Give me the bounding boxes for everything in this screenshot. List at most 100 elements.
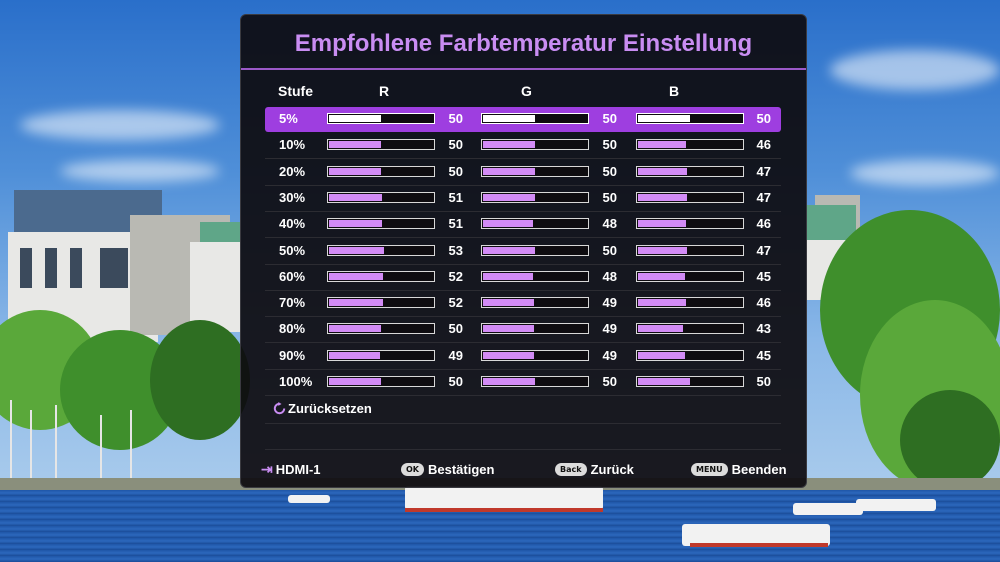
small-boat [288, 495, 330, 503]
b-gain-slider[interactable] [636, 218, 744, 230]
level-label: 40% [279, 216, 306, 232]
b-gain-slider[interactable] [636, 323, 744, 335]
level-row[interactable]: 70% 52 49 46 [265, 291, 781, 318]
level-row[interactable]: 20% 50 50 47 [265, 160, 781, 186]
b-gain-slider[interactable] [636, 244, 744, 256]
r-gain-slider[interactable] [327, 323, 435, 335]
back-key-icon: Back [555, 462, 587, 476]
back-hint[interactable]: Back Zurück [555, 458, 634, 480]
ok-label: Bestätigen [428, 461, 495, 477]
g-gain-value: 50 [602, 374, 617, 389]
g-gain-value: 50 [602, 163, 617, 179]
g-gain-fill [483, 299, 534, 307]
ferry-hull [405, 508, 603, 512]
r-gain-slider[interactable] [327, 191, 435, 203]
r-gain-slider[interactable] [327, 165, 435, 177]
reset-button[interactable]: Zurücksetzen [273, 401, 372, 416]
level-row[interactable]: 30% 51 50 47 [265, 186, 781, 212]
divider [265, 423, 781, 424]
g-gain-slider[interactable] [481, 349, 589, 361]
menu-key-icon: MENU [691, 462, 728, 476]
g-gain-slider[interactable] [481, 191, 589, 203]
b-gain-slider[interactable] [636, 270, 744, 282]
window [45, 248, 57, 288]
b-gain-value: 50 [756, 374, 771, 389]
level-label: 5% [279, 111, 298, 126]
g-gain-slider[interactable] [481, 218, 589, 230]
r-gain-fill [329, 272, 383, 280]
title-divider [241, 68, 806, 70]
b-gain-value: 47 [756, 189, 771, 205]
g-gain-slider[interactable] [481, 297, 589, 309]
level-row[interactable]: 90% 49 49 45 [265, 344, 781, 370]
r-gain-slider[interactable] [327, 270, 435, 282]
tree [150, 320, 250, 440]
g-gain-slider[interactable] [481, 113, 589, 124]
b-gain-fill [638, 299, 686, 307]
b-gain-value: 47 [756, 242, 771, 258]
g-gain-fill [483, 378, 535, 385]
level-row[interactable]: 10% 50 50 46 [265, 133, 781, 160]
b-gain-fill [638, 141, 686, 149]
pedal-boat [793, 503, 863, 515]
r-gain-slider[interactable] [327, 297, 435, 309]
b-gain-slider[interactable] [636, 297, 744, 309]
r-gain-slider[interactable] [327, 349, 435, 361]
b-gain-value: 43 [756, 321, 771, 337]
g-gain-fill [483, 167, 535, 175]
r-gain-value: 53 [448, 242, 463, 258]
menu-title: Empfohlene Farbtemperatur Einstellung [294, 30, 753, 57]
ok-hint[interactable]: OK Bestätigen [401, 458, 494, 480]
r-gain-slider[interactable] [327, 376, 435, 387]
g-gain-value: 50 [602, 189, 617, 205]
g-gain-value: 48 [602, 216, 617, 232]
r-gain-fill [329, 193, 382, 201]
r-gain-fill [329, 299, 383, 307]
b-gain-slider[interactable] [636, 349, 744, 361]
r-gain-value: 50 [448, 111, 463, 126]
b-gain-slider[interactable] [636, 165, 744, 177]
r-gain-slider[interactable] [327, 113, 435, 124]
level-row[interactable]: 5% 50 50 50 [265, 107, 781, 132]
b-gain-value: 45 [756, 268, 771, 284]
b-gain-slider[interactable] [636, 113, 744, 124]
g-gain-slider[interactable] [481, 323, 589, 335]
b-gain-fill [638, 272, 685, 280]
level-row[interactable]: 50% 53 50 47 [265, 239, 781, 265]
level-label: 20% [279, 163, 306, 179]
window [100, 248, 128, 288]
r-gain-slider[interactable] [327, 218, 435, 230]
back-label: Zurück [590, 461, 634, 477]
g-gain-slider[interactable] [481, 244, 589, 256]
r-gain-fill [329, 220, 382, 228]
level-row[interactable]: 100% 50 50 50 [265, 370, 781, 396]
b-gain-slider[interactable] [636, 191, 744, 203]
level-row[interactable]: 80% 50 49 43 [265, 317, 781, 344]
mast [55, 405, 57, 478]
b-gain-value: 46 [756, 295, 771, 311]
r-gain-slider[interactable] [327, 139, 435, 151]
level-row[interactable]: 60% 52 48 45 [265, 265, 781, 291]
g-gain-value: 50 [602, 242, 617, 258]
mast [10, 400, 12, 478]
r-gain-value: 52 [448, 295, 463, 311]
menu-hint[interactable]: MENU Beenden [691, 458, 787, 480]
g-gain-value: 49 [602, 321, 617, 337]
g-gain-slider[interactable] [481, 139, 589, 151]
g-gain-value: 49 [602, 347, 617, 363]
g-gain-fill [483, 325, 534, 333]
tree [900, 390, 1000, 490]
b-gain-slider[interactable] [636, 139, 744, 151]
g-gain-slider[interactable] [481, 165, 589, 177]
pedal-boat [856, 499, 936, 511]
g-gain-slider[interactable] [481, 270, 589, 282]
r-gain-fill [329, 378, 381, 385]
r-gain-slider[interactable] [327, 244, 435, 256]
cloud [60, 160, 220, 182]
menu-label: Beenden [731, 461, 787, 477]
header-level: Stufe [278, 83, 313, 99]
b-gain-slider[interactable] [636, 376, 744, 387]
g-gain-slider[interactable] [481, 376, 589, 387]
level-row[interactable]: 40% 51 48 46 [265, 212, 781, 239]
b-gain-value: 46 [756, 137, 771, 153]
